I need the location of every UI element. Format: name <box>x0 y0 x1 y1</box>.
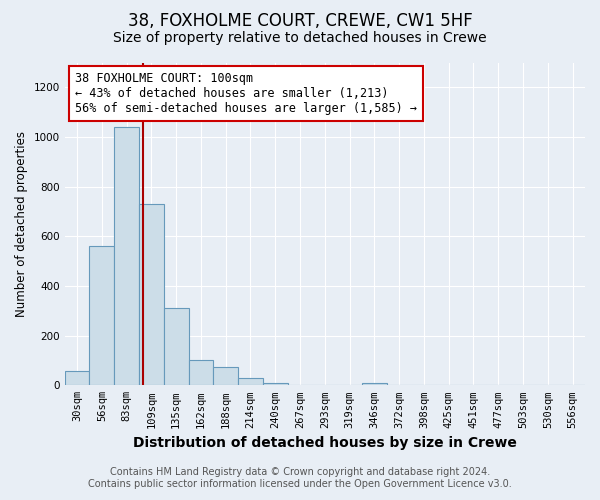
Bar <box>114 127 139 386</box>
Bar <box>164 308 188 386</box>
Bar <box>238 378 263 386</box>
Bar <box>65 371 89 386</box>
Text: 38 FOXHOLME COURT: 100sqm
← 43% of detached houses are smaller (1,213)
56% of se: 38 FOXHOLME COURT: 100sqm ← 43% of detac… <box>75 72 417 115</box>
Bar <box>139 204 164 386</box>
Y-axis label: Number of detached properties: Number of detached properties <box>15 131 28 317</box>
Bar <box>263 383 287 386</box>
Bar <box>188 360 214 386</box>
Bar <box>362 383 387 386</box>
Bar <box>89 246 114 386</box>
Text: Contains HM Land Registry data © Crown copyright and database right 2024.
Contai: Contains HM Land Registry data © Crown c… <box>88 468 512 489</box>
Bar <box>214 366 238 386</box>
Text: Size of property relative to detached houses in Crewe: Size of property relative to detached ho… <box>113 31 487 45</box>
Text: 38, FOXHOLME COURT, CREWE, CW1 5HF: 38, FOXHOLME COURT, CREWE, CW1 5HF <box>128 12 472 30</box>
X-axis label: Distribution of detached houses by size in Crewe: Distribution of detached houses by size … <box>133 436 517 450</box>
